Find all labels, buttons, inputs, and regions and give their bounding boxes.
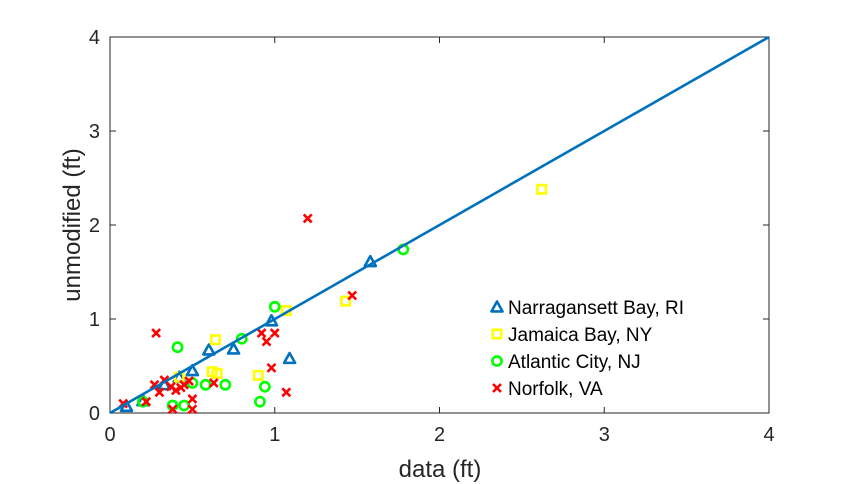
data-point-triangle (282, 351, 297, 365)
data-point-triangle (226, 342, 241, 355)
y-axis-label: unmodified (ft) (59, 148, 86, 301)
x-tick-label: 4 (763, 424, 774, 446)
legend-item: Norfolk, VA (492, 379, 603, 400)
data-point-triangle (185, 363, 200, 377)
data-point-x (281, 387, 292, 398)
data-point-circle (268, 300, 281, 313)
data-point-triangle (202, 343, 216, 356)
data-point-x (184, 376, 194, 386)
data-point-circle (178, 399, 191, 412)
data-point-x (187, 393, 198, 404)
data-point-square (252, 369, 264, 381)
legend-item: Narragansett Bay, RI (490, 298, 684, 319)
data-point-square (536, 183, 548, 195)
data-point-circle (235, 332, 248, 345)
series-x (118, 213, 358, 415)
x-axis-label: data (ft) (399, 456, 482, 483)
legend-label: Narragansett Bay, RI (508, 298, 684, 319)
data-point-x (167, 404, 178, 415)
data-point-x (154, 387, 165, 398)
x-tick-label: 0 (104, 424, 115, 446)
legend-item: Jamaica Bay, NY (491, 325, 653, 346)
data-point-square (209, 334, 221, 346)
plot-area (109, 35, 770, 415)
legend-label: Jamaica Bay, NY (508, 325, 653, 346)
one-to-one-line (109, 35, 770, 415)
x-tick-label: 1 (269, 424, 280, 446)
legend: Narragansett Bay, RI Jamaica Bay, NY Atlan… (490, 298, 684, 400)
y-tick-label: 4 (89, 27, 100, 49)
data-point-x (187, 404, 198, 415)
data-point-x (256, 328, 267, 339)
data-point-x (302, 213, 313, 224)
x-tick-label: 2 (434, 424, 445, 446)
x-tick-label: 3 (599, 424, 610, 446)
legend-label: Atlantic City, NJ (508, 352, 641, 373)
ticks: 0 1 2 3 4 0 1 2 3 4 (89, 27, 775, 446)
legend-marker-x (492, 383, 502, 393)
legend-marker-square (491, 328, 503, 340)
legend-marker-circle (491, 355, 503, 367)
data-point-x (208, 378, 219, 388)
y-tick-label: 2 (89, 215, 100, 237)
legend-label: Norfolk, VA (508, 379, 603, 400)
data-point-x (151, 328, 162, 339)
data-point-x (170, 385, 181, 396)
y-tick-label: 1 (89, 309, 100, 331)
series-square (173, 183, 548, 383)
data-point-triangle (363, 254, 378, 268)
data-point-square (340, 295, 352, 307)
y-tick-label: 0 (89, 403, 100, 425)
data-point-x (266, 362, 277, 373)
legend-marker-triangle (490, 300, 504, 313)
data-point-circle (254, 395, 266, 408)
data-point-x (261, 336, 272, 347)
data-point-circle (219, 378, 232, 391)
data-point-x (347, 290, 358, 301)
data-point-square (211, 368, 223, 380)
y-tick-label: 3 (89, 121, 100, 143)
data-point-x (269, 328, 280, 339)
data-point-circle (199, 378, 212, 391)
data-point-circle (258, 380, 271, 393)
legend-item: Atlantic City, NJ (491, 352, 641, 373)
data-point-circle (171, 341, 184, 354)
data-point-x (141, 396, 152, 407)
